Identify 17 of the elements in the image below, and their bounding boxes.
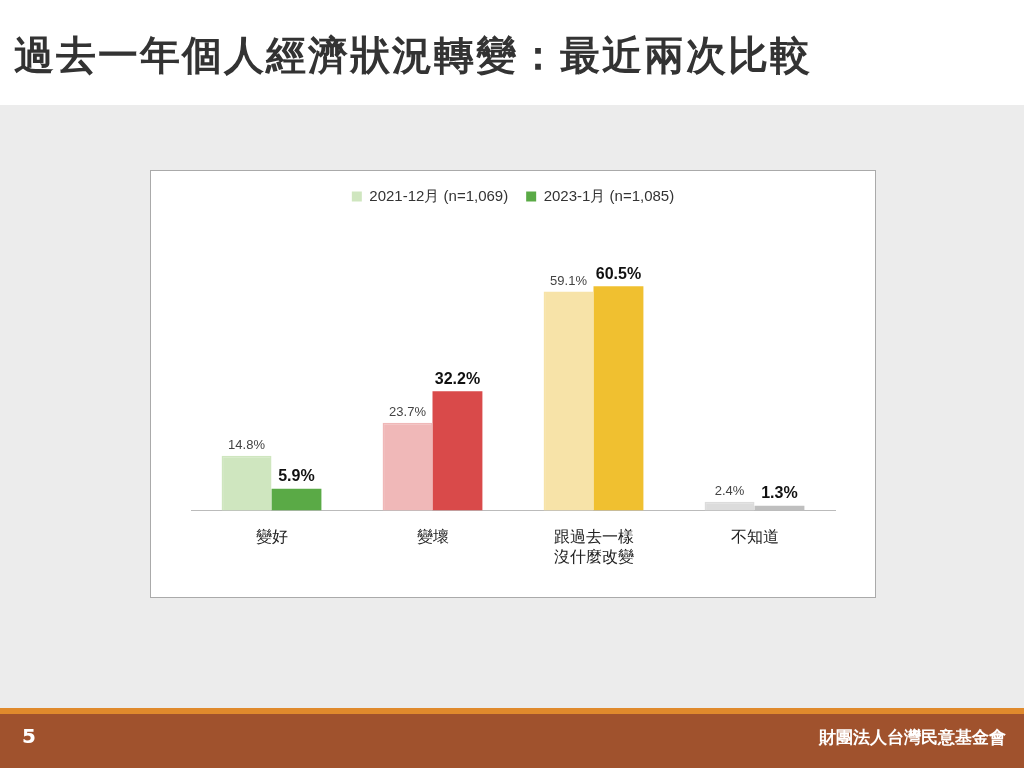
data-label: 32.2% [434,369,481,387]
data-label: 59.1% [550,272,588,288]
data-label: 14.8% [228,436,266,452]
legend-label: 2023-1月 (n=1,085) [543,186,675,204]
data-label: 60.5% [595,264,642,282]
text: 5 [22,724,36,748]
x-tick-label: 變壞 [416,527,449,547]
x-tick-label: 跟過去一樣沒什麼改變 [553,527,634,566]
x-tick-label: 不知道 [730,527,779,547]
data-label: 1.3% [761,484,798,502]
data-label: 2.4% [714,482,745,498]
data-label: 23.7% [389,403,427,419]
legend-label: 2021-12月 (n=1,069) [369,186,509,204]
chart-title: 過去一年個人經濟狀況轉變：最近兩次比較 [14,31,812,80]
x-tick-label: 變好 [255,527,288,547]
text: 財團法人台灣民意基金會 [819,726,1006,749]
data-label: 5.9% [278,467,315,485]
